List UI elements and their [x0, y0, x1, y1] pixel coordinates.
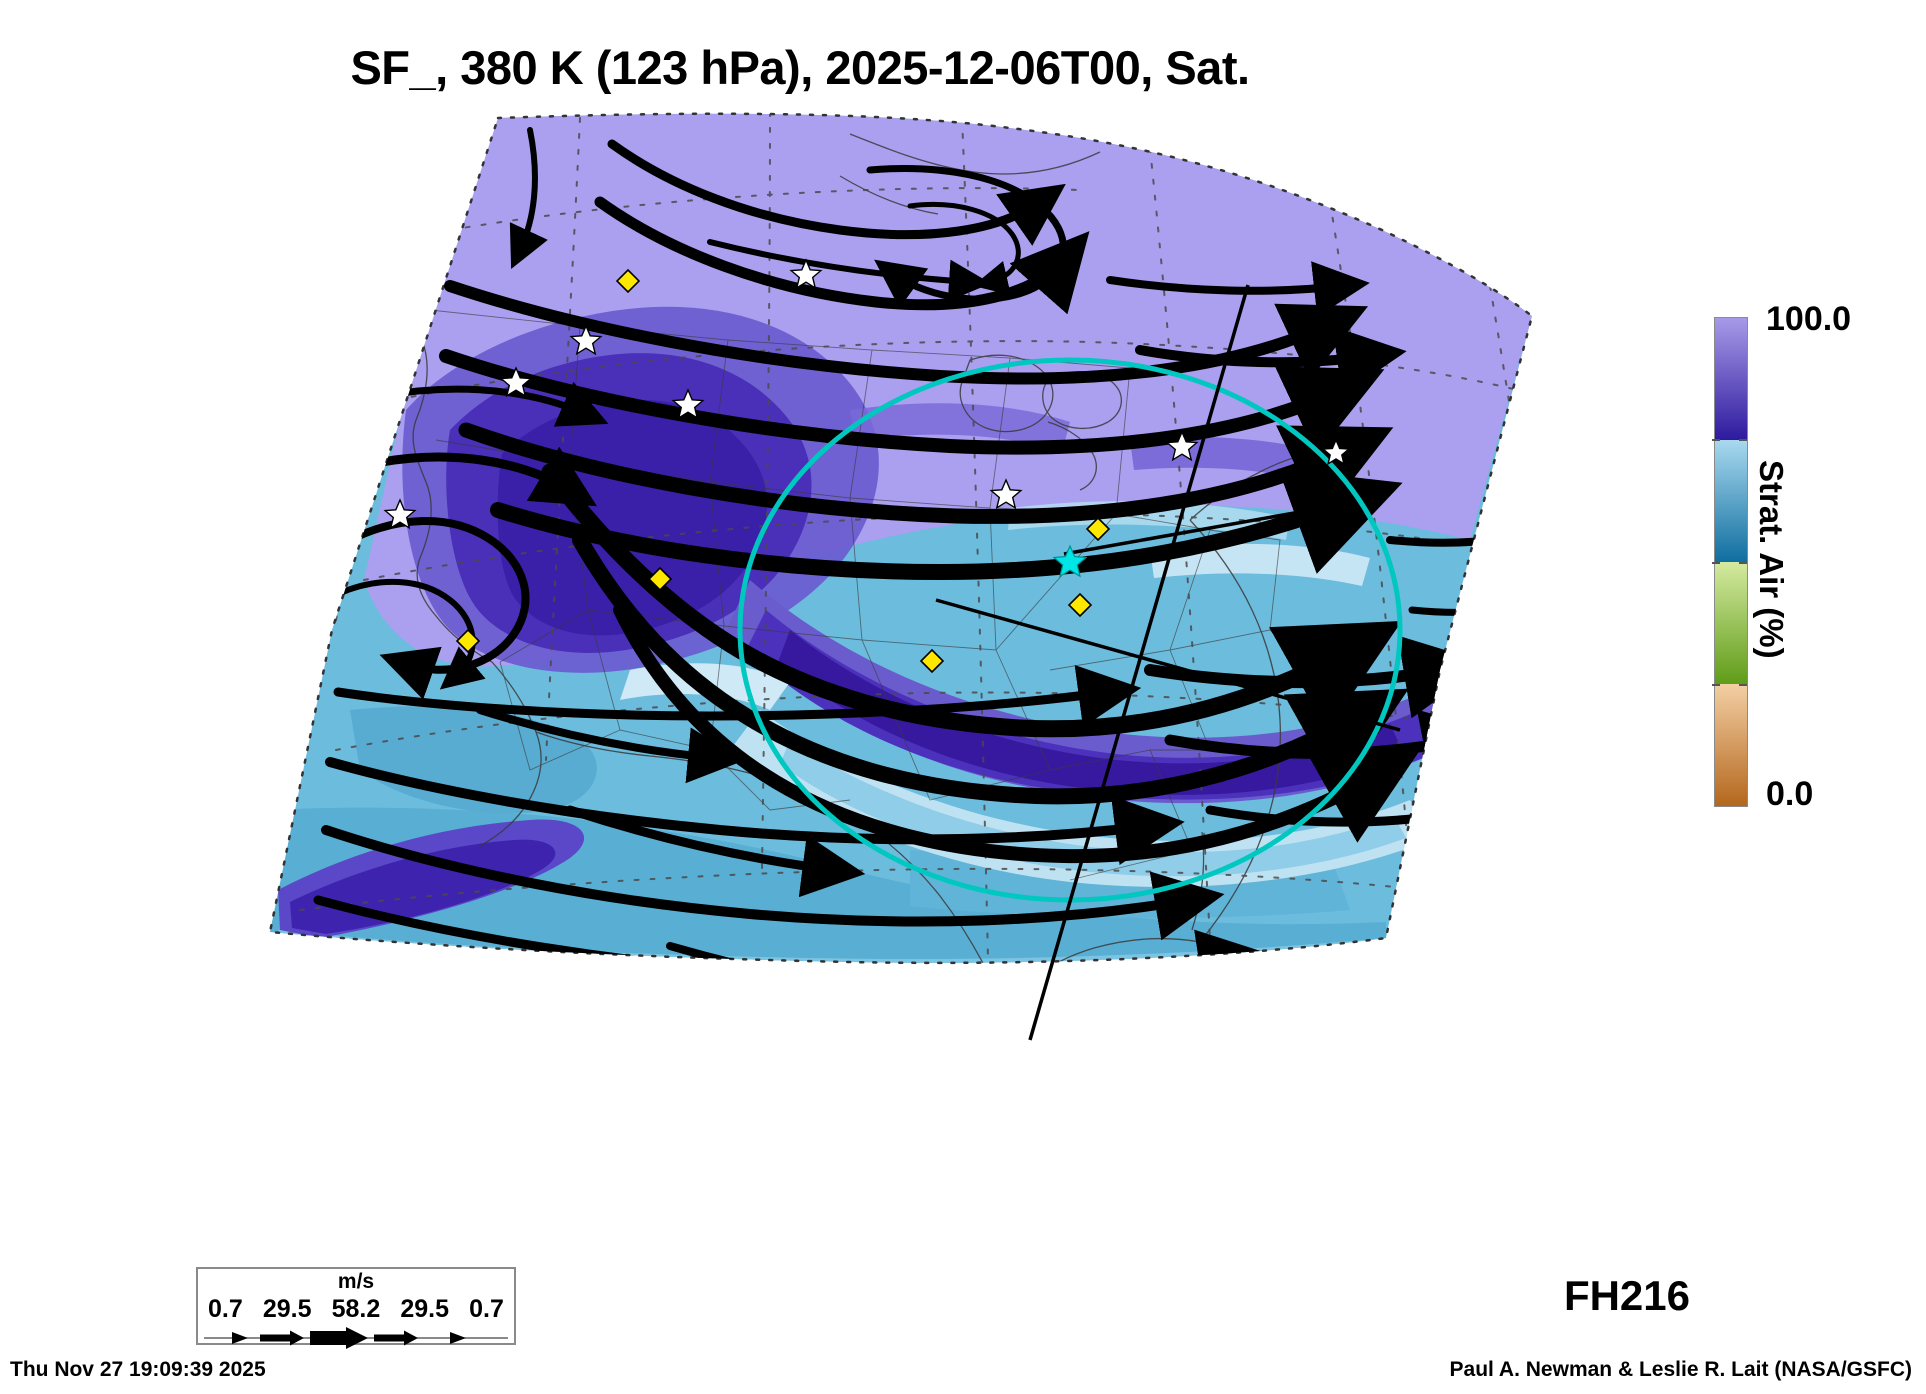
contour-fill-layer: [270, 113, 1532, 963]
page-title: SF_, 380 K (123 hPa), 2025-12-06T00, Sat…: [350, 41, 1250, 94]
wind-value-0: 0.7: [208, 1295, 243, 1323]
wind-value-4: 0.7: [469, 1295, 504, 1323]
map-domain-outline: [268, 112, 1534, 965]
flight-track-layer: [935, 284, 1401, 1041]
colorbar-min-label: 0.0: [1766, 775, 1814, 813]
colorbar-band-brown: [1715, 684, 1747, 806]
render-timestamp: Thu Nov 27 19:09:39 2025: [10, 1358, 266, 1381]
colorbar-band-blue: [1715, 440, 1747, 562]
yellow-diamond-marker[interactable]: [455, 268, 1111, 674]
colorbar-max-label: 100.0: [1766, 300, 1852, 338]
cyan-star-marker[interactable]: [1052, 544, 1088, 578]
wind-value-2: 58.2: [331, 1295, 381, 1323]
map-plot[interactable]: [150, 110, 1570, 1120]
wind-value-3: 29.5: [400, 1295, 450, 1323]
wind-values-row: 0.7 29.5 58.2 29.5 0.7: [198, 1295, 514, 1324]
wind-arrow-scale: [204, 1327, 508, 1349]
white-star-marker[interactable]: [383, 258, 1351, 530]
station-marker-layer[interactable]: [383, 258, 1351, 674]
wind-value-1: 29.5: [262, 1295, 312, 1323]
map-panel[interactable]: [150, 110, 1570, 1120]
colorbar-band-green: [1715, 562, 1747, 684]
wind-unit-label: m/s: [337, 1270, 375, 1293]
forecast-hour-label: FH216: [1563, 1272, 1690, 1319]
colorbar-axis-label: Strat. Air (%): [1753, 460, 1790, 659]
credit-line: Paul A. Newman & Leslie R. Lait (NASA/GS…: [1449, 1358, 1912, 1381]
colorbar[interactable]: [1712, 317, 1748, 807]
colorbar-band-purple: [1715, 318, 1747, 440]
wind-scale-legend: m/s 0.7 29.5 58.2 29.5 0.7: [196, 1267, 516, 1349]
